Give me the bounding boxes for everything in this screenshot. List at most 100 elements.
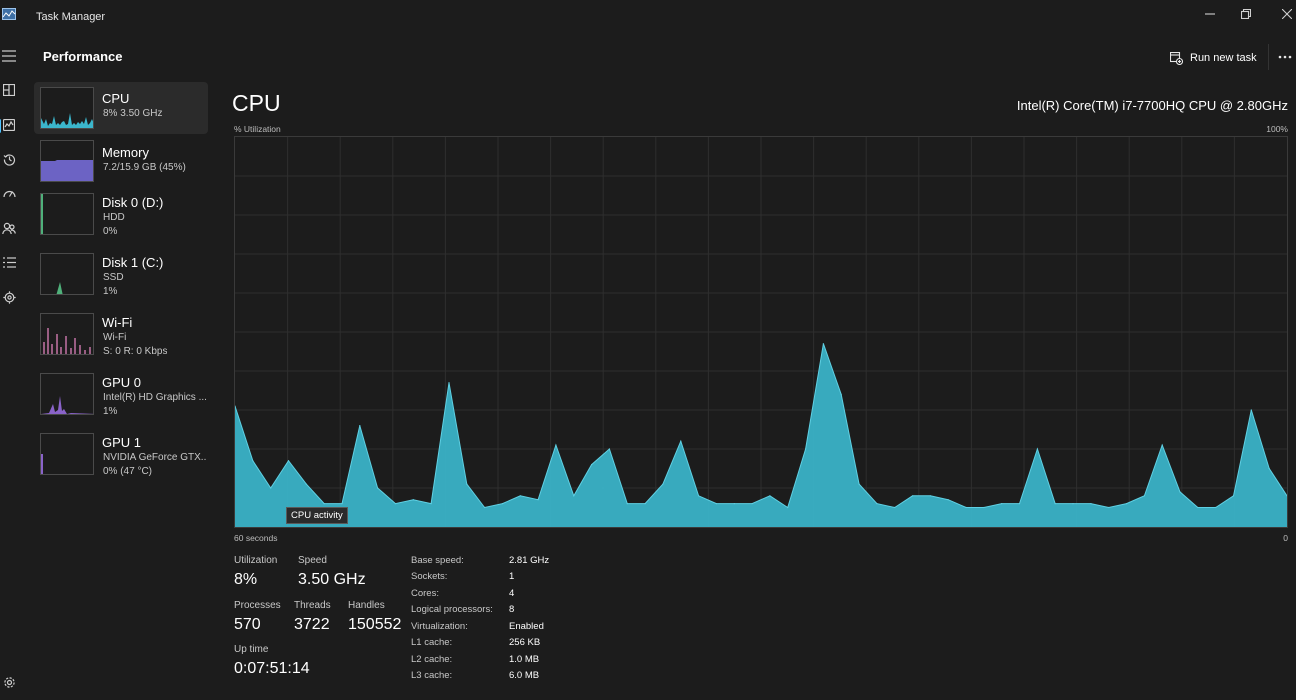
processes-value: 570 xyxy=(234,616,261,633)
handles-label: Handles xyxy=(348,600,385,611)
cpu-utilization-graph[interactable]: CPU activity xyxy=(234,136,1288,528)
nav-processes[interactable] xyxy=(0,80,18,100)
sidebar-item-disk-1[interactable]: Disk 1 (C:) SSD 1% xyxy=(34,248,208,300)
more-options-button[interactable] xyxy=(1274,46,1296,68)
cpu-sample-point xyxy=(805,448,807,450)
nav-startup-apps[interactable] xyxy=(0,183,18,203)
cpu-sample-point xyxy=(1161,444,1163,446)
cpu-sample-point xyxy=(1054,503,1056,505)
hamburger-icon xyxy=(2,50,16,62)
cpu-sample-point xyxy=(947,499,949,501)
cpu-sample-point xyxy=(555,444,557,446)
speed-value: 3.50 GHz xyxy=(298,571,366,588)
sidebar-item-name: GPU 0 xyxy=(102,375,142,390)
more-options-icon xyxy=(1278,55,1292,59)
minimize-button[interactable] xyxy=(1192,4,1228,24)
threads-value: 3722 xyxy=(294,616,330,633)
sidebar-item-memory[interactable]: Memory 7.2/15.9 GB (45%) xyxy=(34,136,208,188)
sidebar-item-detail: 1% xyxy=(103,406,118,417)
cpu-model-name: Intel(R) Core(TM) i7-7700HQ CPU @ 2.80GH… xyxy=(1016,98,1288,113)
disk-0-thumbnail-graph xyxy=(40,193,94,235)
cpu-sample-point xyxy=(858,483,860,485)
sidebar-item-type: NVIDIA GeForce GTX... xyxy=(103,452,207,463)
threads-label: Threads xyxy=(294,600,331,611)
cpu-sample-point xyxy=(537,499,539,501)
gpu-0-thumbnail-graph xyxy=(40,373,94,415)
cpu-sample-point xyxy=(929,495,932,497)
cpu-sample-point xyxy=(662,483,664,485)
y-axis-max-label: 100% xyxy=(1266,124,1288,134)
sidebar-item-name: Disk 1 (C:) xyxy=(102,255,164,270)
cpu-sample-point xyxy=(1268,467,1270,470)
y-axis-label: % Utilization xyxy=(234,124,281,134)
spec-label: L1 cache: xyxy=(411,637,453,648)
disk-1-thumbnail-sparkline xyxy=(56,282,63,294)
sidebar-item-cpu[interactable]: CPU 8% 3.50 GHz xyxy=(34,82,208,134)
cpu-sample-point xyxy=(234,405,236,407)
spec-label: Sockets: xyxy=(411,571,448,582)
sidebar-item-gpu-1[interactable]: GPU 1 NVIDIA GeForce GTX... 0% (47 °C) xyxy=(34,428,208,480)
close-icon xyxy=(1282,9,1292,19)
nav-services[interactable] xyxy=(0,287,18,307)
sidebar-item-gpu-0[interactable]: GPU 0 Intel(R) HD Graphics ... 1% xyxy=(34,368,208,420)
cpu-sample-point xyxy=(787,506,789,509)
sidebar-item-name: Disk 0 (D:) xyxy=(102,195,164,210)
cpu-sample-point xyxy=(680,440,682,442)
nav-details[interactable] xyxy=(0,252,18,272)
nav-app-history[interactable] xyxy=(0,149,18,169)
cpu-sample-point xyxy=(1232,495,1235,497)
cpu-sample-point xyxy=(626,503,628,505)
spec-value: 4 xyxy=(509,588,515,599)
cpu-thumbnail-sparkline xyxy=(41,113,93,128)
spec-value: 8 xyxy=(509,604,515,615)
window-title: Task Manager xyxy=(36,11,106,23)
cpu-sample-point xyxy=(519,495,521,497)
nav-performance[interactable] xyxy=(0,115,18,135)
cpu-sample-point xyxy=(840,393,842,395)
run-new-task-label: Run new task xyxy=(1190,52,1257,64)
cpu-sample-point xyxy=(1197,506,1199,509)
spec-label: Virtualization: xyxy=(411,621,468,632)
minimize-icon xyxy=(1205,13,1215,15)
wifi-thumbnail-graph xyxy=(40,313,94,355)
handles-value: 150552 xyxy=(348,616,402,633)
sidebar-item-type: Intel(R) HD Graphics ... xyxy=(103,392,207,403)
cpu-utilization-chart xyxy=(234,137,1288,527)
run-new-task-button[interactable]: Run new task xyxy=(1170,48,1257,68)
gpu-1-thumbnail-graph xyxy=(40,433,94,475)
sidebar-item-wifi[interactable]: Wi-Fi Wi-Fi S: 0 R: 0 Kbps xyxy=(34,308,208,360)
cpu-sample-point xyxy=(751,503,753,505)
cpu-sample-point xyxy=(1090,503,1092,505)
nav-users[interactable] xyxy=(0,218,18,238)
cpu-sample-point xyxy=(965,506,967,509)
restore-button[interactable] xyxy=(1228,4,1264,24)
spec-value: Enabled xyxy=(509,621,544,632)
cpu-activity-tooltip: CPU activity xyxy=(286,507,348,524)
sidebar-item-name: GPU 1 xyxy=(102,435,142,450)
cpu-sample-point xyxy=(394,503,397,505)
nav-menu-toggle[interactable] xyxy=(0,46,18,66)
cpu-sample-point xyxy=(377,487,379,489)
page-title: Performance xyxy=(43,49,123,64)
memory-thumbnail-graph xyxy=(40,140,94,182)
close-button[interactable] xyxy=(1269,4,1296,24)
cpu-sample-point xyxy=(359,425,361,427)
cpu-sample-point xyxy=(341,503,343,505)
sidebar-item-disk-0[interactable]: Disk 0 (D:) HDD 0% xyxy=(34,188,208,240)
cpu-detail-panel: CPU Intel(R) Core(TM) i7-7700HQ CPU @ 2.… xyxy=(218,82,1296,700)
spec-label: Logical processors: xyxy=(411,604,493,615)
cpu-sample-point xyxy=(894,506,896,509)
nav-settings[interactable] xyxy=(0,672,18,692)
header-separator xyxy=(1268,44,1269,70)
cpu-sample-point xyxy=(608,448,610,450)
resource-title: CPU xyxy=(232,90,281,116)
app-history-icon xyxy=(3,154,15,166)
cpu-sample-point xyxy=(287,460,290,462)
sidebar-item-detail: S: 0 R: 0 Kbps xyxy=(103,346,168,357)
cpu-sample-point xyxy=(1143,495,1145,497)
disk-0-thumbnail-sparkline xyxy=(41,194,43,234)
cpu-sample-point xyxy=(1072,503,1074,505)
cpu-sample-point xyxy=(573,495,575,497)
cpu-sample-point xyxy=(1250,409,1252,411)
cpu-sample-point xyxy=(1108,506,1110,509)
